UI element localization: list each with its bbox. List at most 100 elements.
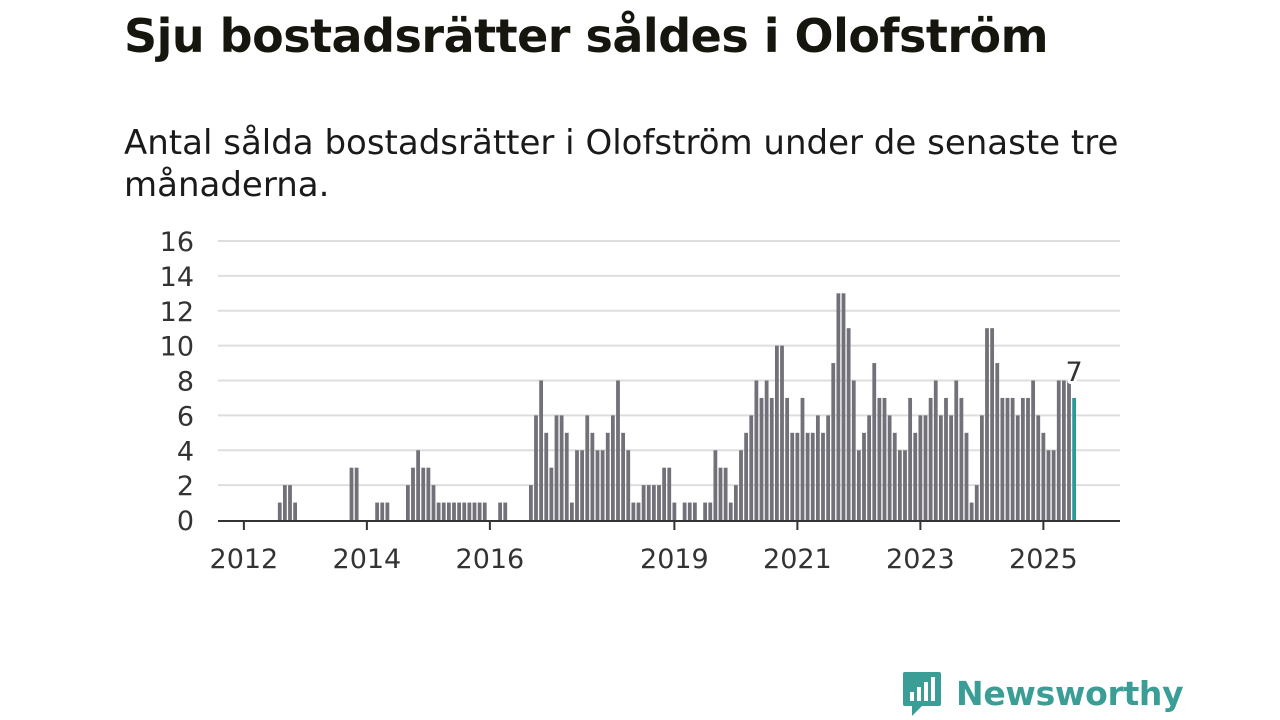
x-tick-label: 2014: [333, 544, 402, 575]
bar: [595, 450, 600, 520]
bar: [785, 397, 790, 520]
bar: [703, 502, 708, 520]
bar: [600, 450, 605, 520]
x-tick-label: 2012: [210, 544, 279, 575]
bar: [667, 467, 672, 520]
bar: [1026, 397, 1030, 520]
bar: [462, 502, 467, 520]
bar: [872, 363, 877, 520]
y-tick-label: 12: [160, 297, 194, 328]
bar: [605, 432, 610, 520]
bar: [841, 293, 846, 520]
bar: [544, 432, 549, 520]
bar: [851, 380, 856, 520]
bar: [826, 415, 831, 520]
bar: [728, 502, 733, 520]
bar: [1061, 380, 1066, 520]
bar: [938, 415, 943, 520]
y-tick-label: 2: [177, 471, 194, 502]
bar: [754, 380, 759, 520]
bar: [682, 502, 687, 520]
newsworthy-logo: Newsworthy: [902, 670, 1184, 718]
bar: [713, 450, 718, 520]
bar: [1010, 397, 1015, 520]
bar: [795, 432, 800, 520]
bar: [759, 397, 764, 520]
x-tick-label: 2023: [886, 544, 955, 575]
bar: [349, 467, 354, 520]
bar: [539, 380, 544, 520]
bar: [441, 502, 446, 520]
bar: [411, 467, 415, 520]
bar: [964, 432, 969, 520]
y-tick-label: 8: [177, 367, 194, 398]
bar: [467, 502, 472, 520]
bar: [457, 502, 462, 520]
bar: [1067, 380, 1071, 520]
bar: [277, 502, 282, 520]
bar: [1046, 450, 1051, 520]
bar: [426, 467, 431, 520]
bar: [641, 485, 646, 520]
bar: [908, 397, 913, 520]
bar: [631, 502, 636, 520]
bar: [985, 328, 989, 520]
bar: [749, 415, 754, 520]
x-tick-label: 2016: [456, 544, 525, 575]
x-tick-label: 2025: [1009, 544, 1078, 575]
bar: [590, 432, 595, 520]
bar: [887, 415, 892, 520]
bar: [831, 363, 836, 520]
bar: [662, 467, 667, 520]
bar: [472, 502, 477, 520]
bar: [580, 450, 585, 520]
highlight-bar: [1072, 397, 1077, 520]
bar: [769, 397, 774, 520]
bar: [928, 397, 933, 520]
bar: [1051, 450, 1056, 520]
bar: [821, 432, 825, 520]
bar: [836, 293, 841, 520]
bar: [739, 450, 743, 520]
bar: [856, 450, 861, 520]
bar: [405, 485, 410, 520]
bar: [790, 432, 795, 520]
bar: [559, 415, 564, 520]
bar: [954, 380, 959, 520]
bar: [805, 432, 810, 520]
bar: [477, 502, 482, 520]
bar: [744, 432, 749, 520]
bar: [554, 415, 559, 520]
bar: [1031, 380, 1036, 520]
bar: [800, 397, 805, 520]
bar: [1005, 397, 1010, 520]
x-tick-label: 2021: [763, 544, 832, 575]
bar: [1000, 397, 1005, 520]
bar: [846, 328, 851, 520]
bar: [564, 432, 569, 520]
bar: [995, 363, 1000, 520]
bar: [421, 467, 426, 520]
y-tick-label: 10: [160, 332, 194, 363]
y-tick-label: 6: [177, 401, 194, 432]
bar: [764, 380, 769, 520]
bar: [897, 450, 902, 520]
bar: [944, 397, 948, 520]
highlight-value-label: 7: [1066, 357, 1083, 388]
annotations: 77: [1063, 354, 1086, 391]
bar: [528, 485, 533, 520]
bar: [723, 467, 728, 520]
bar: [687, 502, 692, 520]
y-axis-ticks: 0 2 4 68 10 12 14 16: [160, 227, 194, 537]
bar: [969, 502, 974, 520]
bar: [862, 432, 866, 520]
bar: [436, 502, 441, 520]
bar: [990, 328, 995, 520]
bar: [903, 450, 907, 520]
bar: [877, 397, 882, 520]
x-tick-label: 2019: [640, 544, 709, 575]
bar: [431, 485, 436, 520]
bar: [482, 502, 487, 520]
bar: [616, 380, 620, 520]
